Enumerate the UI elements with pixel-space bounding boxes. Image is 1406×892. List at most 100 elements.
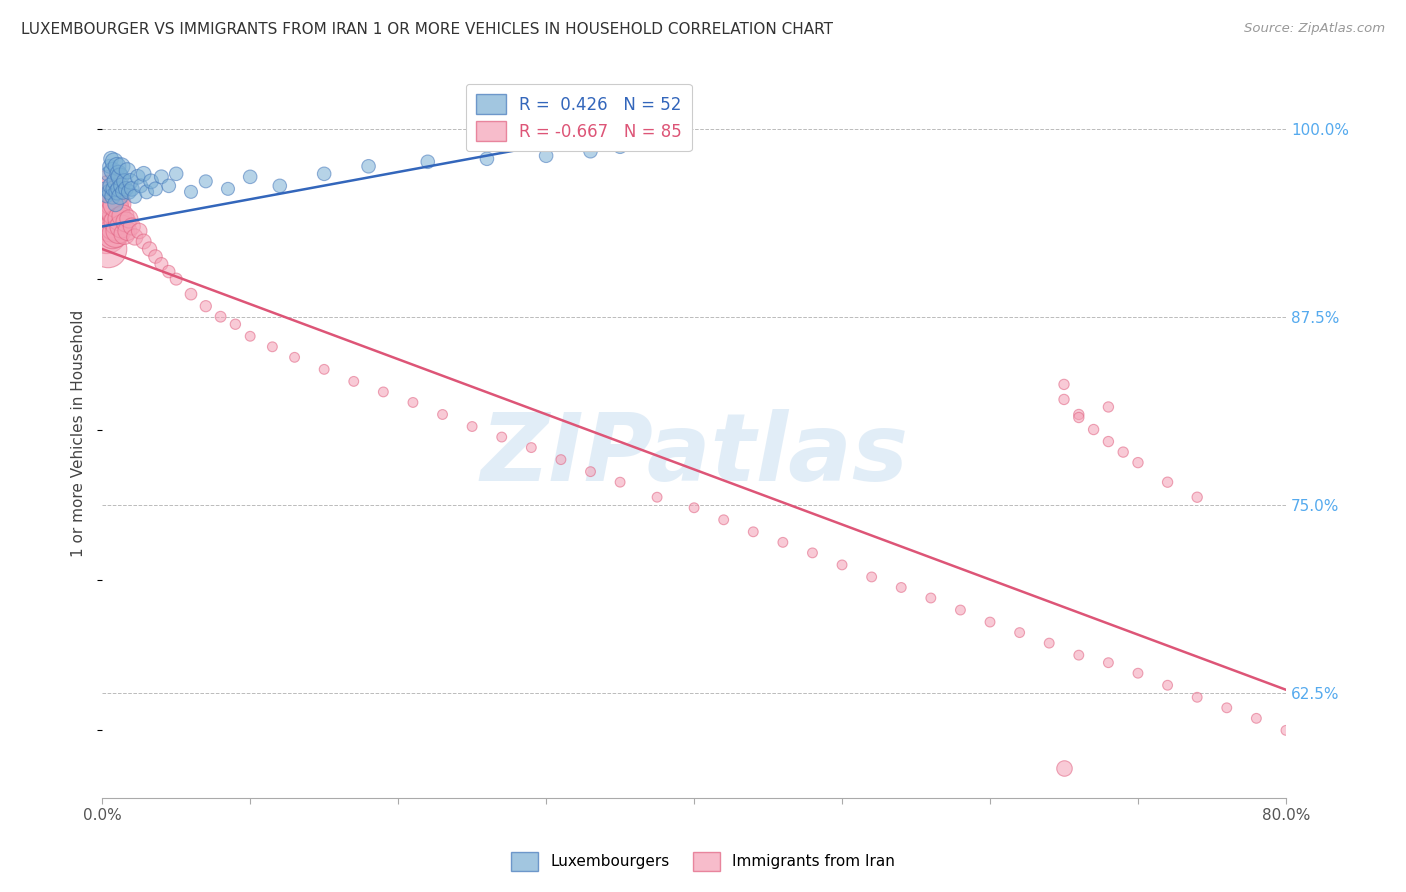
Point (101, 189, 124, 203)
Point (1112, 445, 1135, 459)
Point (104, 204, 127, 219)
Point (127, 169, 149, 184)
Point (110, 178, 132, 193)
Point (579, 465, 602, 479)
Point (101, 227, 124, 241)
Point (94, 182, 117, 196)
Point (373, 384, 395, 399)
Point (284, 351, 307, 365)
Point (96, 182, 118, 196)
Point (128, 224, 150, 238)
Point (118, 211, 141, 226)
Point (194, 299, 217, 313)
Point (638, 121, 661, 136)
Point (1097, 434, 1119, 449)
Point (314, 362, 336, 376)
Point (150, 169, 173, 184)
Point (98, 197, 121, 211)
Point (100, 185, 122, 199)
Point (100, 152, 122, 166)
Point (117, 163, 139, 178)
Point (209, 310, 232, 324)
Point (949, 603, 972, 617)
Point (101, 200, 124, 214)
Point (742, 524, 765, 539)
Point (120, 174, 142, 188)
Point (1008, 625, 1031, 640)
Point (609, 140, 631, 154)
Point (129, 178, 152, 193)
Point (239, 169, 262, 184)
Point (357, 159, 380, 173)
Point (461, 419, 484, 434)
Point (1156, 475, 1178, 490)
Point (1053, 761, 1076, 775)
Point (139, 174, 162, 188)
Point (1216, 701, 1239, 715)
Point (157, 178, 180, 193)
Point (1067, 410, 1090, 425)
Point (104, 197, 127, 211)
Point (224, 317, 246, 331)
Point (97, 242, 120, 256)
Point (269, 178, 291, 193)
Text: ZIPatlas: ZIPatlas (479, 409, 908, 501)
Point (132, 167, 155, 181)
Point (165, 272, 187, 286)
Point (104, 227, 127, 241)
Point (115, 182, 138, 196)
Point (314, 167, 336, 181)
Point (979, 615, 1001, 629)
Point (124, 230, 146, 244)
Point (105, 215, 128, 229)
Point (103, 219, 125, 234)
Point (145, 182, 167, 196)
Point (115, 215, 138, 229)
Point (432, 408, 454, 422)
Point (108, 189, 131, 203)
Point (801, 546, 824, 560)
Point (491, 430, 513, 444)
Point (96, 189, 118, 203)
Point (132, 235, 155, 249)
Point (135, 185, 157, 199)
Point (121, 182, 143, 196)
Point (107, 224, 129, 238)
Point (1053, 377, 1076, 392)
Point (860, 570, 883, 584)
Point (97, 167, 120, 181)
Point (105, 185, 128, 199)
Point (97, 204, 120, 219)
Point (772, 535, 794, 549)
Point (1067, 648, 1090, 662)
Point (683, 500, 706, 515)
Point (150, 257, 173, 271)
Point (920, 591, 942, 605)
Point (262, 340, 284, 354)
Point (107, 167, 129, 181)
Point (416, 154, 439, 169)
Point (145, 250, 167, 264)
Point (645, 490, 668, 504)
Point (117, 224, 139, 238)
Point (96, 227, 118, 241)
Point (1053, 392, 1076, 407)
Point (890, 581, 912, 595)
Point (111, 185, 134, 199)
Legend: Luxembourgers, Immigrants from Iran: Luxembourgers, Immigrants from Iran (502, 843, 904, 880)
Point (112, 227, 135, 241)
Point (402, 395, 425, 409)
Point (550, 452, 572, 467)
Point (1097, 400, 1119, 414)
Point (1083, 423, 1105, 437)
Point (1038, 636, 1060, 650)
Point (475, 152, 498, 166)
Y-axis label: 1 or more Vehicles in Household: 1 or more Vehicles in Household (72, 310, 86, 557)
Point (1246, 711, 1268, 725)
Point (1275, 723, 1298, 738)
Point (98, 185, 121, 199)
Point (100, 219, 122, 234)
Point (111, 209, 134, 223)
Point (180, 185, 202, 199)
Point (110, 159, 132, 173)
